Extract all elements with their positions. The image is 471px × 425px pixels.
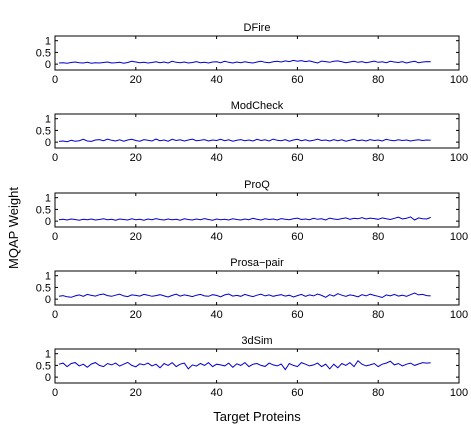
- y-tick-label: 0.5: [36, 125, 51, 137]
- x-tick-label: 0: [52, 152, 58, 164]
- panel-title: DFire: [244, 22, 271, 34]
- x-tick-label: 40: [210, 152, 222, 164]
- x-tick-label: 40: [210, 309, 222, 321]
- y-tick-label: 0: [45, 137, 51, 149]
- y-tick-label: 0: [45, 294, 51, 306]
- x-tick-label: 40: [210, 231, 222, 243]
- x-tick-label: 40: [210, 74, 222, 86]
- x-tick-label: 60: [291, 387, 303, 399]
- plot-frame: [54, 113, 460, 149]
- y-tick-label: 0.5: [36, 360, 51, 372]
- y-tick-label: 0.5: [36, 204, 51, 216]
- x-tick-label: 60: [291, 74, 303, 86]
- x-tick-label: 0: [52, 309, 58, 321]
- x-tick-label: 100: [450, 387, 468, 399]
- figure-xlabel: Target Proteins: [213, 409, 301, 424]
- x-tick-label: 0: [52, 231, 58, 243]
- plot-frame: [54, 192, 460, 228]
- y-tick-label: 1: [45, 36, 51, 48]
- y-tick-label: 1: [45, 114, 51, 126]
- x-tick-label: 80: [372, 387, 384, 399]
- x-tick-label: 60: [291, 152, 303, 164]
- x-tick-label: 80: [372, 309, 384, 321]
- x-tick-label: 0: [52, 74, 58, 86]
- series-line: [58, 59, 431, 64]
- x-tick-label: 20: [130, 74, 142, 86]
- series-line: [58, 292, 431, 299]
- panel-title: ProQ: [244, 179, 270, 191]
- panel-title: Prosa−pair: [230, 257, 284, 269]
- y-tick-label: 0.5: [36, 282, 51, 294]
- x-tick-label: 80: [372, 74, 384, 86]
- x-tick-label: 20: [130, 231, 142, 243]
- x-tick-label: 80: [372, 231, 384, 243]
- x-tick-label: 20: [130, 152, 142, 164]
- series-line: [58, 138, 431, 143]
- y-tick-label: 1: [45, 271, 51, 283]
- panel-title: 3dSim: [241, 335, 272, 347]
- x-tick-label: 20: [130, 309, 142, 321]
- plot-frame: [54, 270, 460, 306]
- y-tick-label: 1: [45, 349, 51, 361]
- x-tick-label: 80: [372, 152, 384, 164]
- y-tick-label: 0.5: [36, 47, 51, 59]
- x-tick-label: 60: [291, 309, 303, 321]
- series-line: [58, 359, 431, 371]
- x-tick-label: 100: [450, 152, 468, 164]
- x-tick-label: 100: [450, 309, 468, 321]
- y-tick-label: 1: [45, 193, 51, 205]
- y-tick-label: 0: [45, 216, 51, 228]
- series-line: [58, 216, 431, 221]
- plot-frame: [54, 35, 460, 71]
- x-tick-label: 60: [291, 231, 303, 243]
- plot-frame: [54, 348, 460, 384]
- x-tick-label: 20: [130, 387, 142, 399]
- x-tick-label: 100: [450, 231, 468, 243]
- figure-ylabel: MQAP Weight: [6, 187, 21, 269]
- x-tick-label: 40: [210, 387, 222, 399]
- x-tick-label: 0: [52, 387, 58, 399]
- y-tick-label: 0: [45, 59, 51, 71]
- panel-title: ModCheck: [231, 100, 284, 112]
- y-tick-label: 0: [45, 372, 51, 384]
- x-tick-label: 100: [450, 74, 468, 86]
